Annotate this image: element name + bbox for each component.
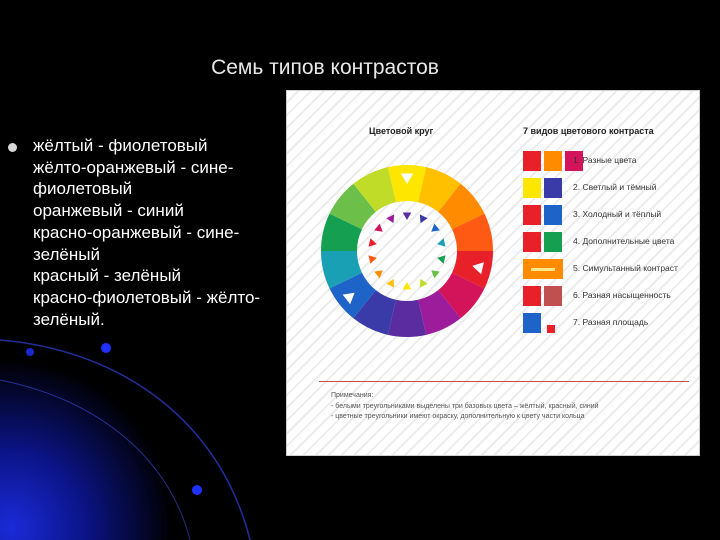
complement-triangle (402, 212, 412, 220)
complement-triangle (431, 223, 440, 232)
legend-label: 5. Симультанный контраст (573, 263, 678, 273)
color-contrast-figure: Цветовой круг 7 видов цветового контраст… (286, 90, 700, 456)
body-line: зелёный. (33, 309, 105, 329)
bullet-icon (8, 143, 17, 152)
swatch (523, 205, 541, 225)
body-line: красно-оранжевый - сине- (33, 222, 240, 242)
complement-triangle (368, 255, 377, 264)
base-color-triangle (400, 173, 414, 184)
complement-triangle (386, 278, 395, 288)
body-line: зелёный (33, 244, 100, 264)
legend-label: 2. Светлый и тёмный (573, 182, 657, 192)
body-line: красный - зелёный (33, 266, 182, 286)
body-line: жёлтый - фиолетовый (33, 136, 208, 155)
slide-title: Семь типов контрастов (211, 56, 439, 79)
swatch (544, 178, 562, 198)
base-color-triangle (342, 292, 355, 305)
wheel-segment (452, 251, 493, 289)
note-line: - цветные треугольники имеют окраску, до… (331, 413, 585, 420)
figure-note: Примечания: - белыми треугольниками выде… (331, 391, 691, 423)
swatch (544, 286, 562, 306)
legend-title: 7 видов цветового контраста (523, 126, 654, 136)
swatch (547, 325, 555, 333)
wheel-title: Цветовой круг (369, 126, 434, 136)
legend-item: 4. Дополнительные цвета (523, 232, 693, 254)
note-divider (319, 381, 689, 382)
swatch (544, 151, 562, 171)
slide-body: жёлтый - фиолетовый жёлто-оранжевый - си… (33, 135, 283, 330)
wheel-segment (329, 183, 376, 230)
legend-label: 3. Холодный и тёплый (573, 209, 662, 219)
wheel-segment (452, 213, 493, 251)
swatch (523, 286, 541, 306)
wheel-segment (418, 167, 461, 212)
swatch (544, 232, 562, 252)
complement-triangle (431, 270, 440, 279)
complement-triangle (368, 238, 377, 247)
legend-item: 2. Светлый и тёмный (523, 178, 693, 200)
body-line: оранжевый - синий (33, 201, 184, 221)
wheel-segment (321, 251, 362, 289)
legend-label: 6. Разная насыщенность (573, 290, 671, 300)
wheel-segment (353, 290, 396, 335)
complement-triangle (374, 223, 383, 232)
body-line: фиолетовый (33, 179, 133, 199)
complement-triangle (402, 282, 412, 290)
swatch (523, 232, 541, 252)
body-line: красно-фиолетовый - жёлто- (33, 287, 261, 307)
wheel-segment (387, 299, 427, 337)
swatch (523, 313, 541, 333)
complement-triangle (386, 214, 395, 224)
legend-item: 6. Разная насыщенность (523, 286, 693, 308)
swatch (523, 259, 563, 279)
base-color-triangle (472, 262, 484, 275)
swatch (565, 151, 583, 171)
swatch (544, 205, 562, 225)
complement-triangle (419, 278, 428, 288)
wheel-segment (418, 290, 461, 335)
legend-item: 3. Холодный и тёплый (523, 205, 693, 227)
legend-label: 4. Дополнительные цвета (573, 236, 675, 246)
complement-triangle (437, 255, 446, 264)
complement-triangle (419, 214, 428, 224)
legend-item: 1. Разные цвета (523, 151, 693, 173)
wheel-segment (438, 183, 485, 230)
note-title: Примечания: (331, 392, 374, 399)
wheel-segment (321, 213, 362, 251)
legend-label: 7. Разная площадь (573, 317, 649, 327)
body-line: жёлто-оранжевый - сине- (33, 157, 234, 177)
swatch (523, 151, 541, 171)
complement-triangle (437, 238, 446, 247)
legend-item: 5. Симультанный контраст (523, 259, 693, 281)
color-wheel (321, 165, 493, 337)
legend-item: 7. Разная площадь (523, 313, 693, 335)
swatch (523, 178, 541, 198)
wheel-segment (353, 167, 396, 212)
note-line: - белыми треугольниками выделены три баз… (331, 402, 599, 410)
complement-triangle (374, 270, 383, 279)
swatch-bar (531, 268, 555, 271)
wheel-segment (438, 272, 485, 319)
legend-label: 1. Разные цвета (573, 155, 637, 165)
